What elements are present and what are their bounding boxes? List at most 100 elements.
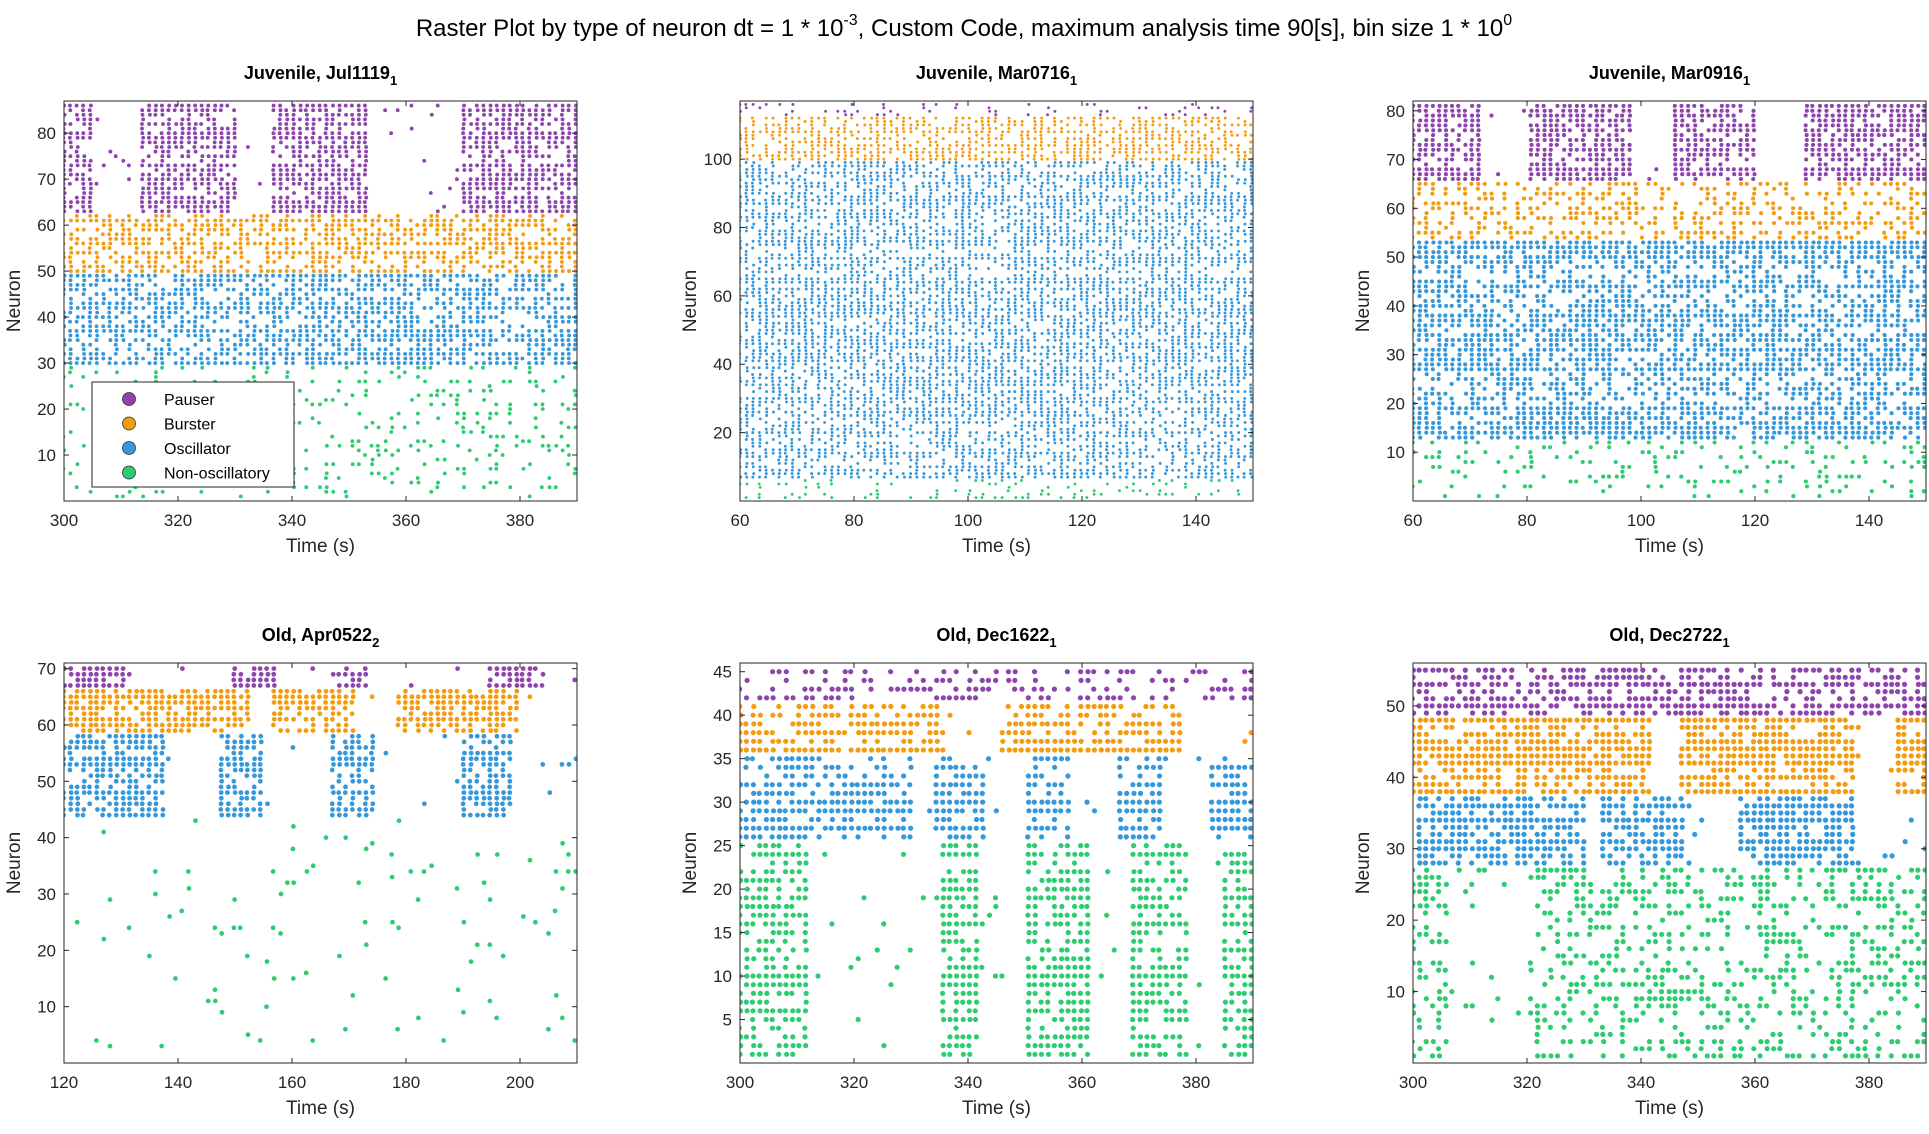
spike (310, 301, 315, 306)
spike (1085, 444, 1089, 448)
spike (1118, 150, 1122, 154)
legend-label-non-oscillatory: Non-oscillatory (164, 466, 270, 483)
spike (185, 347, 190, 352)
spike (226, 131, 231, 136)
spike (81, 112, 86, 117)
spike (265, 269, 270, 274)
spike (560, 351, 565, 356)
spike (928, 455, 932, 459)
spike (1032, 157, 1036, 161)
spike (546, 296, 551, 301)
spike (147, 131, 152, 136)
spike (225, 255, 230, 260)
spike (1178, 109, 1181, 113)
spike (455, 328, 460, 333)
spike (304, 273, 309, 278)
spike (271, 273, 275, 278)
spike (508, 227, 512, 232)
spike (82, 163, 87, 168)
spike (468, 333, 473, 338)
spike (520, 338, 525, 343)
spike (402, 255, 407, 260)
spike (1033, 444, 1037, 448)
spike (179, 255, 184, 260)
spike (1111, 451, 1115, 455)
spike (140, 296, 145, 301)
spike (107, 361, 112, 366)
spike (304, 324, 309, 329)
spike (212, 131, 217, 136)
spike (285, 305, 289, 310)
spike (403, 278, 408, 283)
spike (527, 370, 532, 375)
spike (363, 122, 368, 126)
spike (514, 246, 519, 251)
spike (487, 305, 492, 310)
spike (421, 351, 426, 356)
spike (553, 324, 558, 329)
spike (1001, 403, 1005, 407)
spike (1033, 147, 1037, 151)
spike (487, 131, 492, 136)
spike (882, 424, 886, 428)
y-tick-label: 40 (37, 308, 56, 327)
spike (290, 287, 295, 292)
spike (1079, 396, 1082, 400)
spike (1066, 438, 1070, 441)
spike (357, 328, 362, 333)
spike (114, 494, 119, 499)
spike (278, 209, 283, 214)
spike (468, 145, 473, 149)
spike (331, 361, 336, 366)
spike (830, 434, 834, 438)
spike (777, 123, 781, 127)
spike (968, 451, 972, 455)
spike (1026, 143, 1030, 147)
spike (1151, 400, 1155, 404)
spike (69, 218, 73, 223)
spike (508, 241, 512, 246)
spike (980, 137, 984, 141)
spike (507, 356, 512, 361)
spike (560, 282, 565, 287)
spike (527, 347, 532, 352)
spike (1079, 448, 1083, 452)
spike (573, 319, 577, 324)
spike (928, 465, 932, 469)
spike (758, 106, 762, 110)
spike (318, 328, 323, 333)
spike (528, 145, 533, 149)
spike (187, 112, 192, 117)
spike (305, 200, 310, 205)
spike (225, 154, 230, 159)
spike (1164, 407, 1168, 411)
spike (495, 191, 500, 195)
spike (1190, 120, 1194, 123)
spike (199, 269, 204, 274)
spike (218, 246, 223, 251)
spike (107, 232, 112, 237)
spike (205, 218, 210, 223)
spike (311, 259, 315, 264)
spike (324, 489, 329, 494)
spike (527, 209, 532, 214)
spike (356, 448, 361, 453)
spike (179, 324, 184, 329)
spike (843, 143, 847, 147)
spike (1198, 147, 1201, 151)
spike (232, 131, 237, 136)
spike (1072, 150, 1076, 154)
spike (310, 351, 315, 356)
spike (409, 347, 414, 352)
spike (219, 103, 224, 108)
spike (889, 451, 893, 455)
spike (961, 461, 965, 465)
spike (121, 305, 126, 310)
spike (520, 117, 525, 122)
spike (1007, 123, 1011, 127)
spike (955, 472, 959, 476)
spike (180, 269, 185, 274)
spike (290, 218, 295, 223)
spike (770, 431, 774, 435)
spike (553, 186, 558, 191)
